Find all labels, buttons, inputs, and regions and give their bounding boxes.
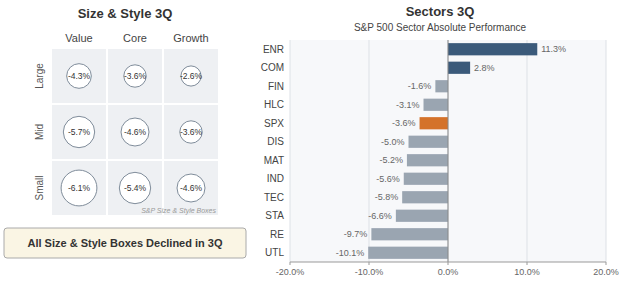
bar-panel: Sectors 3Q S&P 500 Sector Absolute Perfor… xyxy=(261,4,619,277)
subtitle: S&P 500 Sector Absolute Performance xyxy=(354,22,527,33)
chart-root: Size & Style 3Q Value Core Growth Large Mid Sm… xyxy=(0,0,624,291)
plot-background xyxy=(290,40,606,262)
data-label: -9.7% xyxy=(344,229,368,239)
category-label: IND xyxy=(267,173,284,184)
bubble xyxy=(61,170,97,206)
bar xyxy=(435,80,448,92)
grid-line xyxy=(527,40,528,262)
data-label: -3.6% xyxy=(180,127,203,137)
cell-background xyxy=(51,104,107,160)
title: Size & Style 3Q xyxy=(78,6,173,21)
bar xyxy=(448,43,537,55)
bubble xyxy=(67,64,92,89)
data-label: -3.6% xyxy=(392,118,416,128)
grid-line xyxy=(290,40,291,262)
grid-line xyxy=(369,40,370,262)
category-label: MAT xyxy=(264,155,284,166)
row-label: Small xyxy=(34,175,45,200)
data-label: -4.6% xyxy=(180,183,203,193)
category-label: STA xyxy=(265,210,284,221)
data-label: 2.8% xyxy=(474,63,495,73)
data-label: -10.1% xyxy=(336,248,365,258)
data-label: 11.3% xyxy=(541,44,566,54)
bubble xyxy=(124,65,146,87)
data-label: -5.2% xyxy=(379,155,403,165)
row-label: Large xyxy=(34,63,45,89)
category-label: RE xyxy=(270,229,284,240)
category-label: DIS xyxy=(267,136,284,147)
annotation-box xyxy=(4,228,246,258)
tick-label: -20.0% xyxy=(276,267,305,277)
data-label: -5.0% xyxy=(381,137,405,147)
data-label: -4.3% xyxy=(68,71,91,81)
cell-background xyxy=(163,48,219,104)
data-label: -5.8% xyxy=(375,192,399,202)
category-label: UTL xyxy=(265,247,284,258)
column-label: Value xyxy=(65,32,92,44)
bar xyxy=(409,136,449,148)
cell-background xyxy=(51,48,107,104)
bubble xyxy=(121,118,149,146)
zero-line xyxy=(448,40,449,262)
bars xyxy=(368,43,537,259)
bar xyxy=(368,247,448,259)
row-label: Mid xyxy=(34,124,45,140)
data-label: -3.6% xyxy=(124,71,147,81)
bar xyxy=(407,154,448,166)
matrix-panel: Size & Style 3Q Value Core Growth Large Mid Sm… xyxy=(4,6,246,258)
bar xyxy=(424,99,448,111)
data-label: -6.1% xyxy=(68,183,91,193)
data-label: -3.1% xyxy=(396,100,420,110)
annotation: All Size & Style Boxes Declined in 3Q xyxy=(27,237,222,249)
data-label: -4.6% xyxy=(124,127,147,137)
cell-background xyxy=(107,48,163,104)
category-label: SPX xyxy=(264,118,284,129)
tick-label: 0.0% xyxy=(438,267,459,277)
category-label: ENR xyxy=(263,44,284,55)
tick-label: -10.0% xyxy=(355,267,384,277)
bar xyxy=(448,62,470,74)
bar xyxy=(404,173,448,185)
bar xyxy=(396,210,448,222)
bar xyxy=(371,228,448,240)
column-label: Core xyxy=(123,32,147,44)
cell-background xyxy=(107,104,163,160)
data-label: -2.6% xyxy=(180,71,203,81)
bar xyxy=(402,191,448,203)
data-label: -5.4% xyxy=(124,183,147,193)
footnote: S&P Size & Style Boxes xyxy=(141,207,216,215)
cell-background xyxy=(51,160,107,216)
cell-background xyxy=(163,104,219,160)
data-label: -5.6% xyxy=(376,174,400,184)
category-label: TEC xyxy=(264,192,284,203)
tick-label: 20.0% xyxy=(593,267,619,277)
column-label: Growth xyxy=(173,32,208,44)
data-label: -5.7% xyxy=(68,127,91,137)
grid-line xyxy=(448,40,449,262)
category-label: COM xyxy=(261,62,284,73)
bubble xyxy=(177,174,205,202)
title: Sectors 3Q xyxy=(406,4,475,19)
bubble xyxy=(119,172,150,203)
bubble xyxy=(180,121,202,143)
category-label: FIN xyxy=(268,81,284,92)
bubble xyxy=(63,116,94,147)
grid-line xyxy=(606,40,607,262)
category-label: HLC xyxy=(264,99,284,110)
data-label: -6.6% xyxy=(368,211,392,221)
data-label: -1.6% xyxy=(408,81,432,91)
bar xyxy=(420,117,448,129)
x-axis-line xyxy=(290,262,606,263)
tick-label: 10.0% xyxy=(514,267,540,277)
